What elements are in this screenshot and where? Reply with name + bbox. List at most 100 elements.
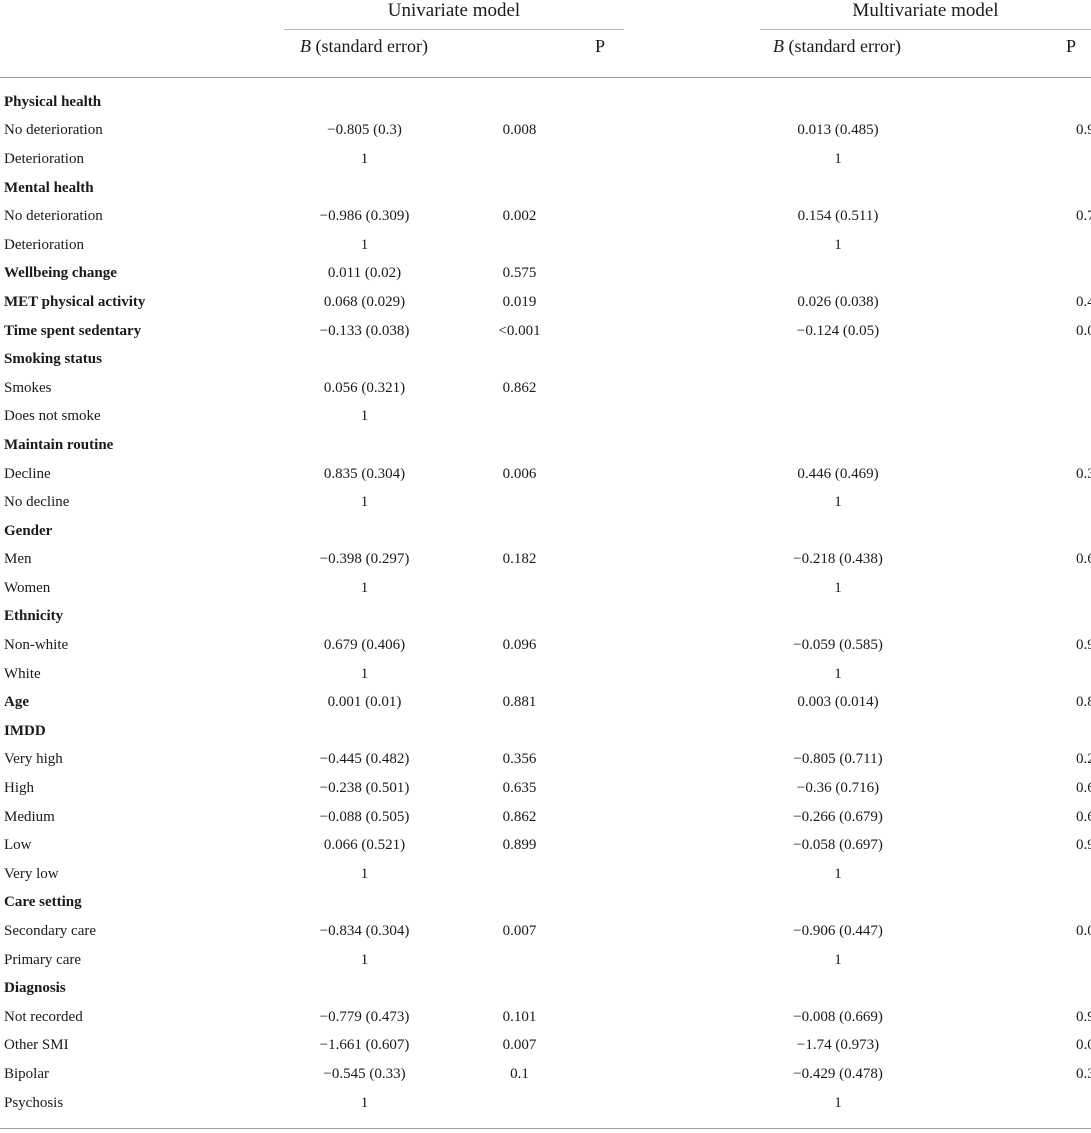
multivariate-p-value (1076, 403, 1091, 432)
univariate-p-value: 0.007 (502, 923, 537, 940)
univariate-b-value: 0.066 (0.521) (323, 837, 406, 854)
multivariate-p-value: 0.26 (1076, 751, 1091, 768)
multivariate-p-value: 0.495 (1076, 293, 1091, 310)
multivariate-p-value (1076, 889, 1091, 918)
multivariate-p-value (1076, 1089, 1091, 1118)
univariate-b-value: 0.056 (0.321) (323, 379, 406, 396)
multivariate-p-value: 0.696 (1076, 808, 1091, 825)
multivariate-b-value: 1 (834, 951, 842, 968)
row-label: Bipolar (4, 1065, 49, 1082)
row-label: Gender (4, 522, 53, 539)
univariate-p-value (442, 660, 597, 689)
table-row: Psychosis 1 1 (0, 1089, 1091, 1118)
univariate-b-value: −0.133 (0.038) (319, 322, 410, 339)
table-section-row: Smoking status (0, 345, 1091, 374)
univariate-b-value: 0.679 (0.406) (323, 637, 406, 654)
row-label: Non-white (4, 637, 69, 654)
table-section-row: Wellbeing change 0.011 (0.02) 0.575 (0, 260, 1091, 289)
univariate-b-value: −0.805 (0.3) (327, 122, 402, 139)
row-label: No deterioration (4, 122, 103, 139)
table-section-row: Age 0.001 (0.01) 0.881 0.003 (0.014) 0.84 (0, 688, 1091, 717)
multivariate-b-value: −0.36 (0.716) (796, 780, 880, 797)
row-label: MET physical activity (4, 293, 146, 310)
multivariate-p-value: 0.62 (1076, 551, 1091, 568)
multivariate-b-value: 0.013 (0.485) (797, 122, 879, 139)
multivariate-b-value: 1 (834, 494, 842, 511)
row-label: Diagnosis (4, 980, 66, 997)
row-label: Physical health (4, 93, 102, 110)
row-label: No decline (4, 494, 70, 511)
table-section-row: IMDD (0, 717, 1091, 746)
multivariate-b-value: 1 (834, 1094, 842, 1111)
row-label: Women (4, 579, 51, 596)
multivariate-p-value (1076, 574, 1091, 603)
multivariate-p-value (1076, 488, 1091, 517)
table-row: Very high −0.445 (0.482) 0.356 −0.805 (0.71… (0, 746, 1091, 775)
multivariate-p-value: 0.371 (1076, 1065, 1091, 1082)
univariate-p-header: P (594, 36, 605, 56)
univariate-b-value: −0.398 (0.297) (319, 551, 410, 568)
table-row: Smokes 0.056 (0.321) 0.862 (0, 374, 1091, 403)
univariate-p-value: 0.096 (502, 637, 537, 654)
multivariate-header-rule (760, 29, 1091, 30)
univariate-b-value (287, 517, 442, 546)
b-symbol: B (773, 36, 785, 56)
multivariate-b-value: 1 (834, 579, 842, 596)
multivariate-b-value (597, 88, 1076, 117)
table-row: Non-white 0.679 (0.406) 0.096 −0.059 (0.585… (0, 631, 1091, 660)
row-label: Smokes (4, 379, 52, 396)
table-row: Not recorded −0.779 (0.473) 0.101 −0.008 (0… (0, 1003, 1091, 1032)
table-row: Primary care 1 1 (0, 946, 1091, 975)
multivariate-b-value (597, 260, 1076, 289)
multivariate-b-value: −1.74 (0.973) (796, 1037, 880, 1054)
multivariate-b-value (597, 889, 1076, 918)
row-label: Ethnicity (4, 608, 64, 625)
row-label: Primary care (4, 951, 82, 968)
multivariate-b-value: −0.906 (0.447) (793, 923, 883, 940)
univariate-p-value: 0.1 (510, 1065, 529, 1082)
univariate-b-value (287, 88, 442, 117)
univariate-p-value: 0.007 (502, 1037, 537, 1054)
table-row: Does not smoke 1 (0, 403, 1091, 432)
table-section-row: MET physical activity 0.068 (0.029) 0.019 0… (0, 288, 1091, 317)
multivariate-b-value: 0.446 (0.469) (797, 465, 879, 482)
univariate-p-value: 0.006 (502, 465, 537, 482)
multivariate-b-value: −0.266 (0.679) (793, 808, 883, 825)
multivariate-p-value (1076, 374, 1091, 403)
univariate-b-value: −0.834 (0.304) (319, 923, 410, 940)
multivariate-p-value (1076, 88, 1091, 117)
univariate-b-value: 0.001 (0.01) (327, 694, 402, 711)
multivariate-p-value: 0.343 (1076, 465, 1091, 482)
table-row: High −0.238 (0.501) 0.635 −0.36 (0.716) 0.61… (0, 774, 1091, 803)
multivariate-p-value (1076, 174, 1091, 203)
univariate-p-value (442, 403, 597, 432)
table-row: No decline 1 1 (0, 488, 1091, 517)
univariate-p-value (442, 88, 597, 117)
multivariate-b-value: −0.008 (0.669) (793, 1008, 883, 1025)
multivariate-b-value: −0.218 (0.438) (793, 551, 883, 568)
row-label: IMDD (4, 722, 46, 739)
univariate-p-value (442, 574, 597, 603)
univariate-b-value: 1 (360, 951, 369, 968)
multivariate-b-value (597, 345, 1076, 374)
table-row: Medium −0.088 (0.505) 0.862 −0.266 (0.679) 0… (0, 803, 1091, 832)
table-section-row: Physical health (0, 88, 1091, 117)
multivariate-p-value: 0.84 (1076, 694, 1091, 711)
univariate-p-value: 0.575 (502, 265, 537, 282)
multivariate-p-value (1076, 231, 1091, 260)
multivariate-p-value (1076, 946, 1091, 975)
univariate-b-value: −0.545 (0.33) (323, 1065, 406, 1082)
multivariate-p-header: P (1065, 36, 1076, 56)
multivariate-b-value (597, 403, 1076, 432)
multivariate-p-value: 0.616 (1076, 780, 1091, 797)
univariate-b-value (287, 889, 442, 918)
row-label: Smoking status (4, 351, 102, 368)
table-section-row: Gender (0, 517, 1091, 546)
multivariate-p-value (1076, 345, 1091, 374)
multivariate-p-value: 0.076 (1076, 1037, 1091, 1054)
multivariate-p-value: 0.763 (1076, 208, 1091, 225)
univariate-b-value: 1 (360, 1094, 369, 1111)
univariate-b-value: 0.835 (0.304) (323, 465, 406, 482)
standard-error-label: (standard error) (311, 36, 428, 56)
univariate-p-value: 0.635 (502, 780, 537, 797)
